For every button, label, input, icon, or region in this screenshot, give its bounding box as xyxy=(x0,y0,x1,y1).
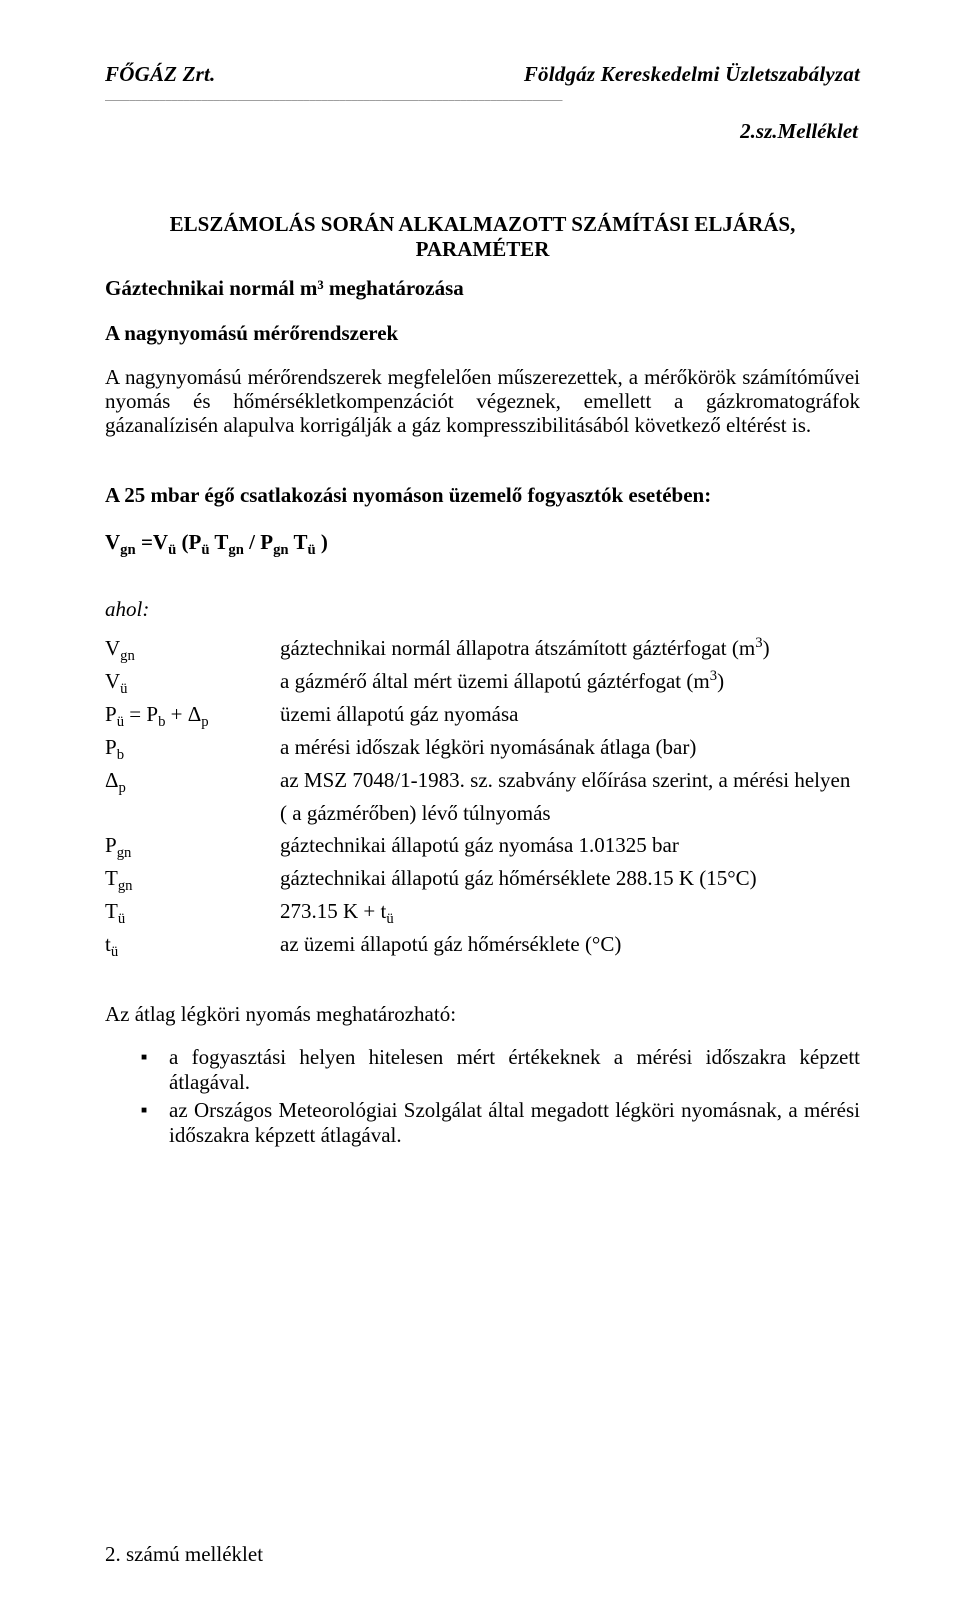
s: P xyxy=(105,833,117,857)
f-s3: ü xyxy=(201,542,209,558)
def-desc: az üzemi állapotú gáz hőmérséklete (°C) xyxy=(280,932,860,957)
bullet-list: a fogyasztási helyen hitelesen mért érté… xyxy=(141,1045,860,1147)
header-left: FŐGÁZ Zrt. xyxy=(105,62,216,87)
def-row: Δp az MSZ 7048/1-1983. sz. szabvány előí… xyxy=(105,768,860,793)
def-row: Pü = Pb + Δp üzemi állapotú gáz nyomása xyxy=(105,702,860,727)
def-symbol: Vü xyxy=(105,669,280,694)
where-label: ahol: xyxy=(105,597,860,622)
def-row: Pgn gáztechnikai állapotú gáz nyomása 1.… xyxy=(105,833,860,858)
page-header: FŐGÁZ Zrt. Földgáz Kereskedelmi Üzletsza… xyxy=(105,62,860,87)
def-desc: 273.15 K + tü xyxy=(280,899,860,924)
def-row: Tü 273.15 K + tü xyxy=(105,899,860,924)
document-title: ELSZÁMOLÁS SORÁN ALKALMAZOTT SZÁMÍTÁSI E… xyxy=(105,212,860,262)
def-row: Pb a mérési időszak légköri nyomásának á… xyxy=(105,735,860,760)
def-desc: a gázmérő által mért üzemi állapotú gázt… xyxy=(280,669,860,694)
def-desc: a mérési időszak légköri nyomásának átla… xyxy=(280,735,860,760)
def-row: tü az üzemi állapotú gáz hőmérséklete (°… xyxy=(105,932,860,957)
sm: = P xyxy=(124,702,158,726)
sp: 3 xyxy=(710,668,717,684)
f-d: / P xyxy=(244,530,273,554)
def-symbol: Vgn xyxy=(105,636,280,661)
s: V xyxy=(105,636,120,660)
f-t1: T xyxy=(210,530,229,554)
def-row: Tgn gáztechnikai állapotú gáz hőmérsékle… xyxy=(105,866,860,891)
dp: ) xyxy=(763,636,770,660)
s: P xyxy=(105,735,117,759)
d: gáztechnikai normál állapotra átszámítot… xyxy=(280,636,755,660)
subtitle: Gáztechnikai normál m³ meghatározása xyxy=(105,276,860,301)
attachment-label: 2.sz.Melléklet xyxy=(105,119,858,144)
title-line-1: ELSZÁMOLÁS SORÁN ALKALMAZOTT SZÁMÍTÁSI E… xyxy=(105,212,860,237)
sb: gn xyxy=(120,648,135,664)
def-row-continuation: ( a gázmérőben) lévő túlnyomás xyxy=(105,801,860,826)
f-eq: =V xyxy=(136,530,168,554)
title-line-2: PARAMÉTER xyxy=(105,237,860,262)
formula: Vgn =Vü (Pü Tgn / Pgn Tü ) xyxy=(105,530,860,555)
def-symbol: Tü xyxy=(105,899,280,924)
s: V xyxy=(105,669,120,693)
f-s6: ü xyxy=(307,542,315,558)
definitions-list: Vgn gáztechnikai normál állapotra átszám… xyxy=(105,636,860,958)
dp: ) xyxy=(717,669,724,693)
sb: ü xyxy=(111,944,118,960)
header-divider-line: ________________________________________… xyxy=(105,90,860,101)
sm2: + Δ xyxy=(165,702,201,726)
f-o: (P xyxy=(176,530,201,554)
def-desc: gáztechnikai állapotú gáz nyomása 1.0132… xyxy=(280,833,860,858)
sb3: p xyxy=(201,714,208,730)
def-desc: az MSZ 7048/1-1983. sz. szabvány előírás… xyxy=(280,768,860,793)
s: T xyxy=(105,899,118,923)
avg-heading: Az átlag légköri nyomás meghatározható: xyxy=(105,1002,860,1027)
f-s4: gn xyxy=(228,542,244,558)
body-paragraph: A nagynyomású mérőrendszerek megfelelően… xyxy=(105,365,860,438)
sb: ü xyxy=(118,911,125,927)
bullet-item: az Országos Meteorológiai Szolgálat álta… xyxy=(141,1098,860,1147)
case-heading: A 25 mbar égő csatlakozási nyomáson üzem… xyxy=(105,483,860,508)
def-row: Vü a gázmérő által mért üzemi állapotú g… xyxy=(105,669,860,694)
sb: gn xyxy=(117,845,132,861)
sb: p xyxy=(119,780,126,796)
section-heading: A nagynyomású mérőrendszerek xyxy=(105,321,860,346)
header-right: Földgáz Kereskedelmi Üzletszabályzat xyxy=(524,62,860,87)
f-s5: gn xyxy=(273,542,289,558)
f-p: V xyxy=(105,530,120,554)
f-c: ) xyxy=(316,530,328,554)
page-container: FŐGÁZ Zrt. Földgáz Kereskedelmi Üzletsza… xyxy=(0,0,960,1609)
def-symbol: Tgn xyxy=(105,866,280,891)
def-symbol: Δp xyxy=(105,768,280,793)
footer-label: 2. számú melléklet xyxy=(105,1542,263,1567)
sb: ü xyxy=(117,714,124,730)
formula-text: Vgn =Vü (Pü Tgn / Pgn Tü ) xyxy=(105,530,328,554)
d: 273.15 K + t xyxy=(280,899,386,923)
def-spacer xyxy=(105,801,280,826)
s: P xyxy=(105,702,117,726)
f-t2: T xyxy=(289,530,308,554)
def-desc: üzemi állapotú gáz nyomása xyxy=(280,702,860,727)
sb: gn xyxy=(118,878,133,894)
dsb: ü xyxy=(386,911,393,927)
def-row: Vgn gáztechnikai normál állapotra átszám… xyxy=(105,636,860,661)
bullet-item: a fogyasztási helyen hitelesen mért érté… xyxy=(141,1045,860,1094)
def-symbol: Pgn xyxy=(105,833,280,858)
sb: b xyxy=(117,747,124,763)
def-symbol: tü xyxy=(105,932,280,957)
sp: 3 xyxy=(755,635,762,651)
s: T xyxy=(105,866,118,890)
s: Δ xyxy=(105,768,119,792)
def-desc: gáztechnikai normál állapotra átszámítot… xyxy=(280,636,860,661)
def-symbol: Pü = Pb + Δp xyxy=(105,702,280,727)
def-desc: gáztechnikai állapotú gáz hőmérséklete 2… xyxy=(280,866,860,891)
def-desc-cont: ( a gázmérőben) lévő túlnyomás xyxy=(280,801,860,826)
def-symbol: Pb xyxy=(105,735,280,760)
sb: ü xyxy=(120,681,127,697)
d: a gázmérő által mért üzemi állapotú gázt… xyxy=(280,669,710,693)
f-s1: gn xyxy=(120,542,136,558)
